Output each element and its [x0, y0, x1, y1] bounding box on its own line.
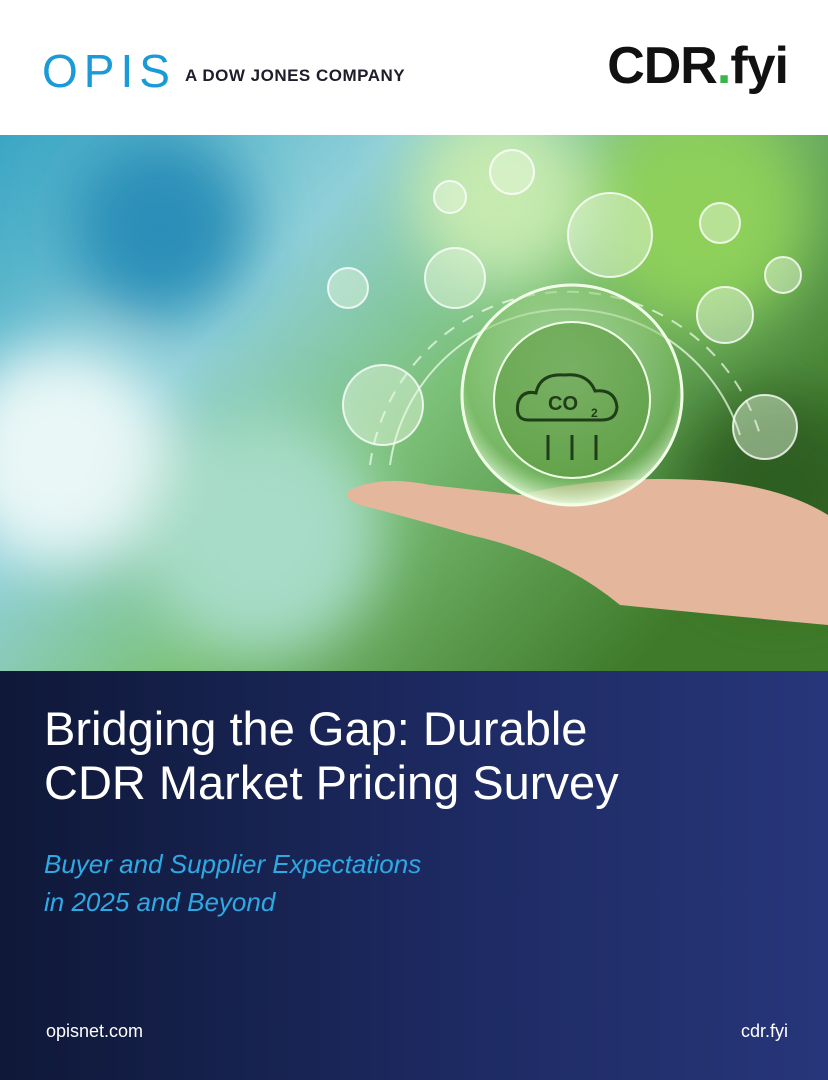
title-panel: Bridging the Gap: Durable CDR Market Pri…	[0, 671, 828, 1080]
cdr-logo-dot: .	[716, 37, 731, 95]
subtitle-line: Buyer and Supplier Expectations	[44, 849, 422, 879]
cover-photo: CO 2	[0, 135, 828, 671]
title-line: CDR Market Pricing Survey	[44, 756, 619, 809]
cdr-logo-part: fyi	[730, 37, 789, 95]
title-line: Bridging the Gap: Durable	[44, 702, 588, 755]
co2-subscript: 2	[591, 406, 598, 420]
footer-link[interactable]: cdr.fyi	[740, 1021, 788, 1041]
opis-logo: OPIS	[42, 45, 176, 97]
co2-label: CO	[548, 393, 578, 415]
cdr-logo: CDR.fyi	[607, 37, 789, 95]
footer-link[interactable]: opisnet.com	[46, 1021, 144, 1041]
opis-tagline: A DOW JONES COMPANY	[185, 66, 406, 85]
header: OPIS A DOW JONES COMPANY CDR.fyi	[0, 0, 828, 135]
subtitle-line: in 2025 and Beyond	[44, 887, 276, 917]
cdr-logo-part: CDR	[607, 37, 718, 95]
